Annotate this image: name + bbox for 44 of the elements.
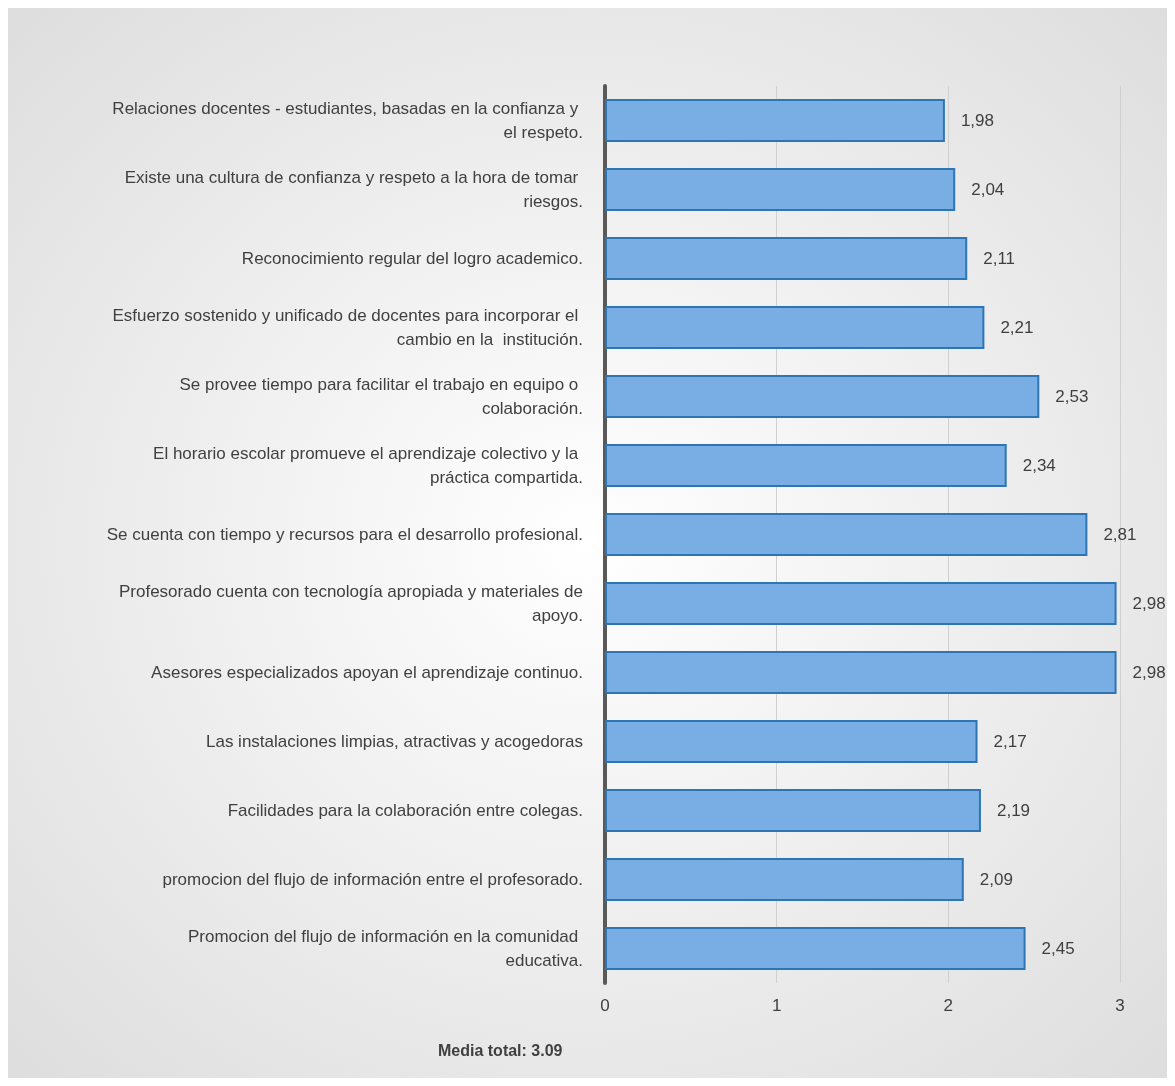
x-tick-label: 0 (600, 996, 610, 1015)
y-tick-label: Se provee tiempo para facilitar el trabajo en equipo o colaboración. (179, 375, 583, 418)
bar (605, 444, 1007, 487)
y-tick-label: Profesorado cuenta con tecnología apropiada y materiales de apoyo. (118, 582, 583, 625)
bar (605, 720, 978, 763)
data-label: 2,34 (1022, 456, 1056, 475)
bar (605, 168, 956, 211)
y-tick-label: Relaciones docentes - estudiantes, basadas en la confianza y el respeto. (112, 99, 583, 142)
data-label: 2,21 (1000, 318, 1034, 337)
bar (605, 789, 981, 832)
bar (605, 927, 1026, 970)
y-tick-label: Facilidades para la colaboración entre colegas. (227, 801, 583, 820)
y-tick-label: Existe una cultura de confianza y respeto a la hora de tomar riesgos. (124, 168, 583, 211)
data-label: 2,19 (996, 801, 1031, 820)
y-tick-label: Se cuenta con tiempo y recursos para el desarrollo profesional. (106, 525, 583, 544)
text: Media total: 3.09 (438, 1041, 563, 1059)
bar (605, 375, 1040, 418)
data-label: 2,11 (983, 249, 1016, 268)
y-tick-label: Reconocimiento regular del logro academico. (241, 249, 583, 268)
data-label: 2,17 (993, 732, 1027, 751)
bar (605, 237, 968, 280)
y-tick-label: Promocion del flujo de información en la comunidad educativa. (187, 927, 583, 970)
data-label: 2,98 (1132, 663, 1166, 682)
data-label: 2,81 (1103, 525, 1137, 544)
data-label: 2,53 (1055, 387, 1089, 406)
data-label: 2,45 (1041, 939, 1075, 958)
data-label: 2,09 (979, 870, 1013, 889)
bar (605, 513, 1088, 556)
data-label: 1,98 (960, 111, 994, 130)
y-tick-label: Las instalaciones limpias, atractivas y acogedoras (205, 732, 583, 751)
x-tick-label: 1 (771, 996, 782, 1015)
data-label: 2,04 (971, 180, 1005, 199)
bar (605, 99, 945, 142)
bar (605, 651, 1117, 694)
bar (605, 306, 985, 349)
data-label: 2,98 (1132, 594, 1166, 613)
bar (605, 582, 1117, 625)
x-tick-label: 2 (943, 996, 954, 1015)
y-tick-label: El horario escolar promueve el aprendizaje colectivo y la práctica compartida. (153, 444, 583, 487)
y-tick-label: Esfuerzo sostenido y unificado de docentes para incorporar el cambio en la institución. (112, 306, 583, 349)
bar (605, 858, 964, 901)
y-tick-label: Asesores especializados apoyan el aprendizaje continuo. (151, 663, 583, 682)
y-tick-label: promocion del flujo de información entre el profesorado. (162, 870, 583, 889)
x-tick-label: 3 (1115, 996, 1125, 1015)
